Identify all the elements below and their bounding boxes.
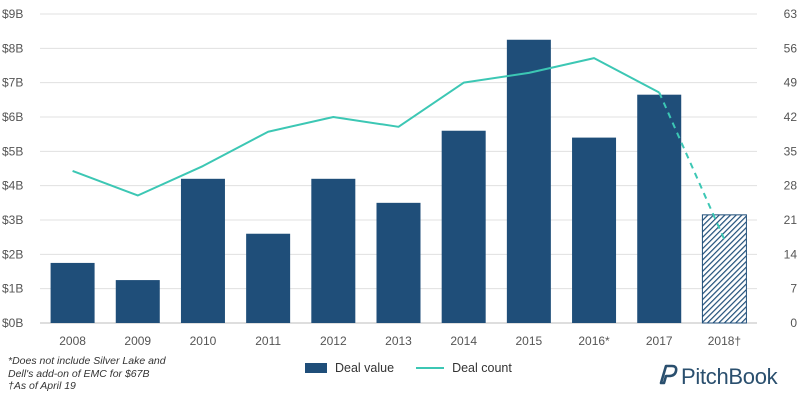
x-tick-label: 2011 [255, 334, 281, 348]
right-tick-label: 49 [784, 76, 798, 90]
bar-deal-value [506, 39, 551, 323]
bar-deal-value [637, 94, 682, 323]
bar-deal-value [115, 280, 160, 323]
bar-deal-value [180, 178, 225, 323]
x-tick-label: 2008 [59, 334, 86, 348]
right-axis: 0 7 14 21 28 35 42 49 56 63 [784, 7, 798, 330]
right-tick-label: 63 [784, 7, 798, 21]
combo-chart: $0B $1B $2B $3B $4B $5B $6B $7B $8B $9B 0 7 14 21 28 3… [2, 7, 798, 348]
legend-item-deal-value: Deal value [305, 361, 394, 375]
bar-deal-value [376, 202, 421, 323]
footnote-line-2: Dell's add-on of EMC for $67B [8, 367, 150, 380]
right-tick-label: 7 [790, 282, 797, 296]
x-tick-label: 2015 [516, 334, 543, 348]
legend-label-deal-count: Deal count [452, 361, 512, 375]
right-tick-label: 21 [784, 213, 798, 227]
bar-deal-value [311, 178, 356, 323]
x-tick-label: 2018† [708, 334, 741, 348]
left-tick-label: $6B [2, 110, 23, 124]
left-tick-label: $0B [2, 316, 23, 330]
left-tick-label: $4B [2, 179, 23, 193]
x-axis: 2008 2009 2010 2011 2012 2013 2014 2015 2016* 201… [59, 334, 741, 348]
x-tick-label: 2017 [646, 334, 673, 348]
x-tick-label: 2009 [124, 334, 151, 348]
left-axis: $0B $1B $2B $3B $4B $5B $6B $7B $8B $9B [2, 7, 23, 330]
left-tick-label: $9B [2, 7, 23, 21]
legend-line-swatch [416, 367, 445, 369]
brand-name: PitchBook [681, 364, 778, 389]
chart-legend: Deal value Deal count [305, 361, 534, 375]
bar-deal-value [246, 233, 291, 323]
line-deal-count-projected [658, 92, 726, 241]
right-tick-label: 14 [784, 247, 798, 261]
footnote-line-3: †As of April 19 [8, 380, 76, 392]
right-tick-label: 0 [790, 316, 797, 330]
right-tick-label: 28 [784, 179, 798, 193]
footnote: *Does not include Silver Lake and Dell's… [8, 355, 166, 393]
left-tick-label: $2B [2, 247, 23, 261]
right-tick-label: 35 [784, 144, 798, 158]
bar-deal-value [50, 262, 95, 323]
legend-bar-swatch [305, 363, 327, 373]
deal-count-line [72, 57, 726, 241]
right-tick-label: 42 [784, 110, 798, 124]
line-deal-count [72, 57, 660, 197]
x-tick-label: 2010 [190, 334, 217, 348]
right-tick-label: 56 [784, 41, 798, 55]
left-tick-label: $1B [2, 282, 23, 296]
left-tick-label: $5B [2, 144, 23, 158]
footnote-line-1: *Does not include Silver Lake and [8, 355, 166, 367]
bar-deal-value [572, 137, 617, 323]
bar-deal-value [441, 130, 486, 323]
pitchbook-logo-icon [657, 363, 679, 391]
x-tick-label: 2013 [385, 334, 412, 348]
legend-item-deal-count: Deal count [416, 361, 512, 375]
deal-value-bars [50, 39, 747, 324]
bar-deal-value [701, 214, 747, 324]
x-tick-label: 2014 [450, 334, 477, 348]
x-tick-label: 2012 [320, 334, 347, 348]
brand-logo: PitchBook [657, 363, 778, 391]
left-tick-label: $7B [2, 76, 23, 90]
legend-label-deal-value: Deal value [335, 361, 395, 375]
left-tick-label: $3B [2, 213, 23, 227]
x-tick-label: 2016* [578, 334, 610, 348]
left-tick-label: $8B [2, 41, 23, 55]
